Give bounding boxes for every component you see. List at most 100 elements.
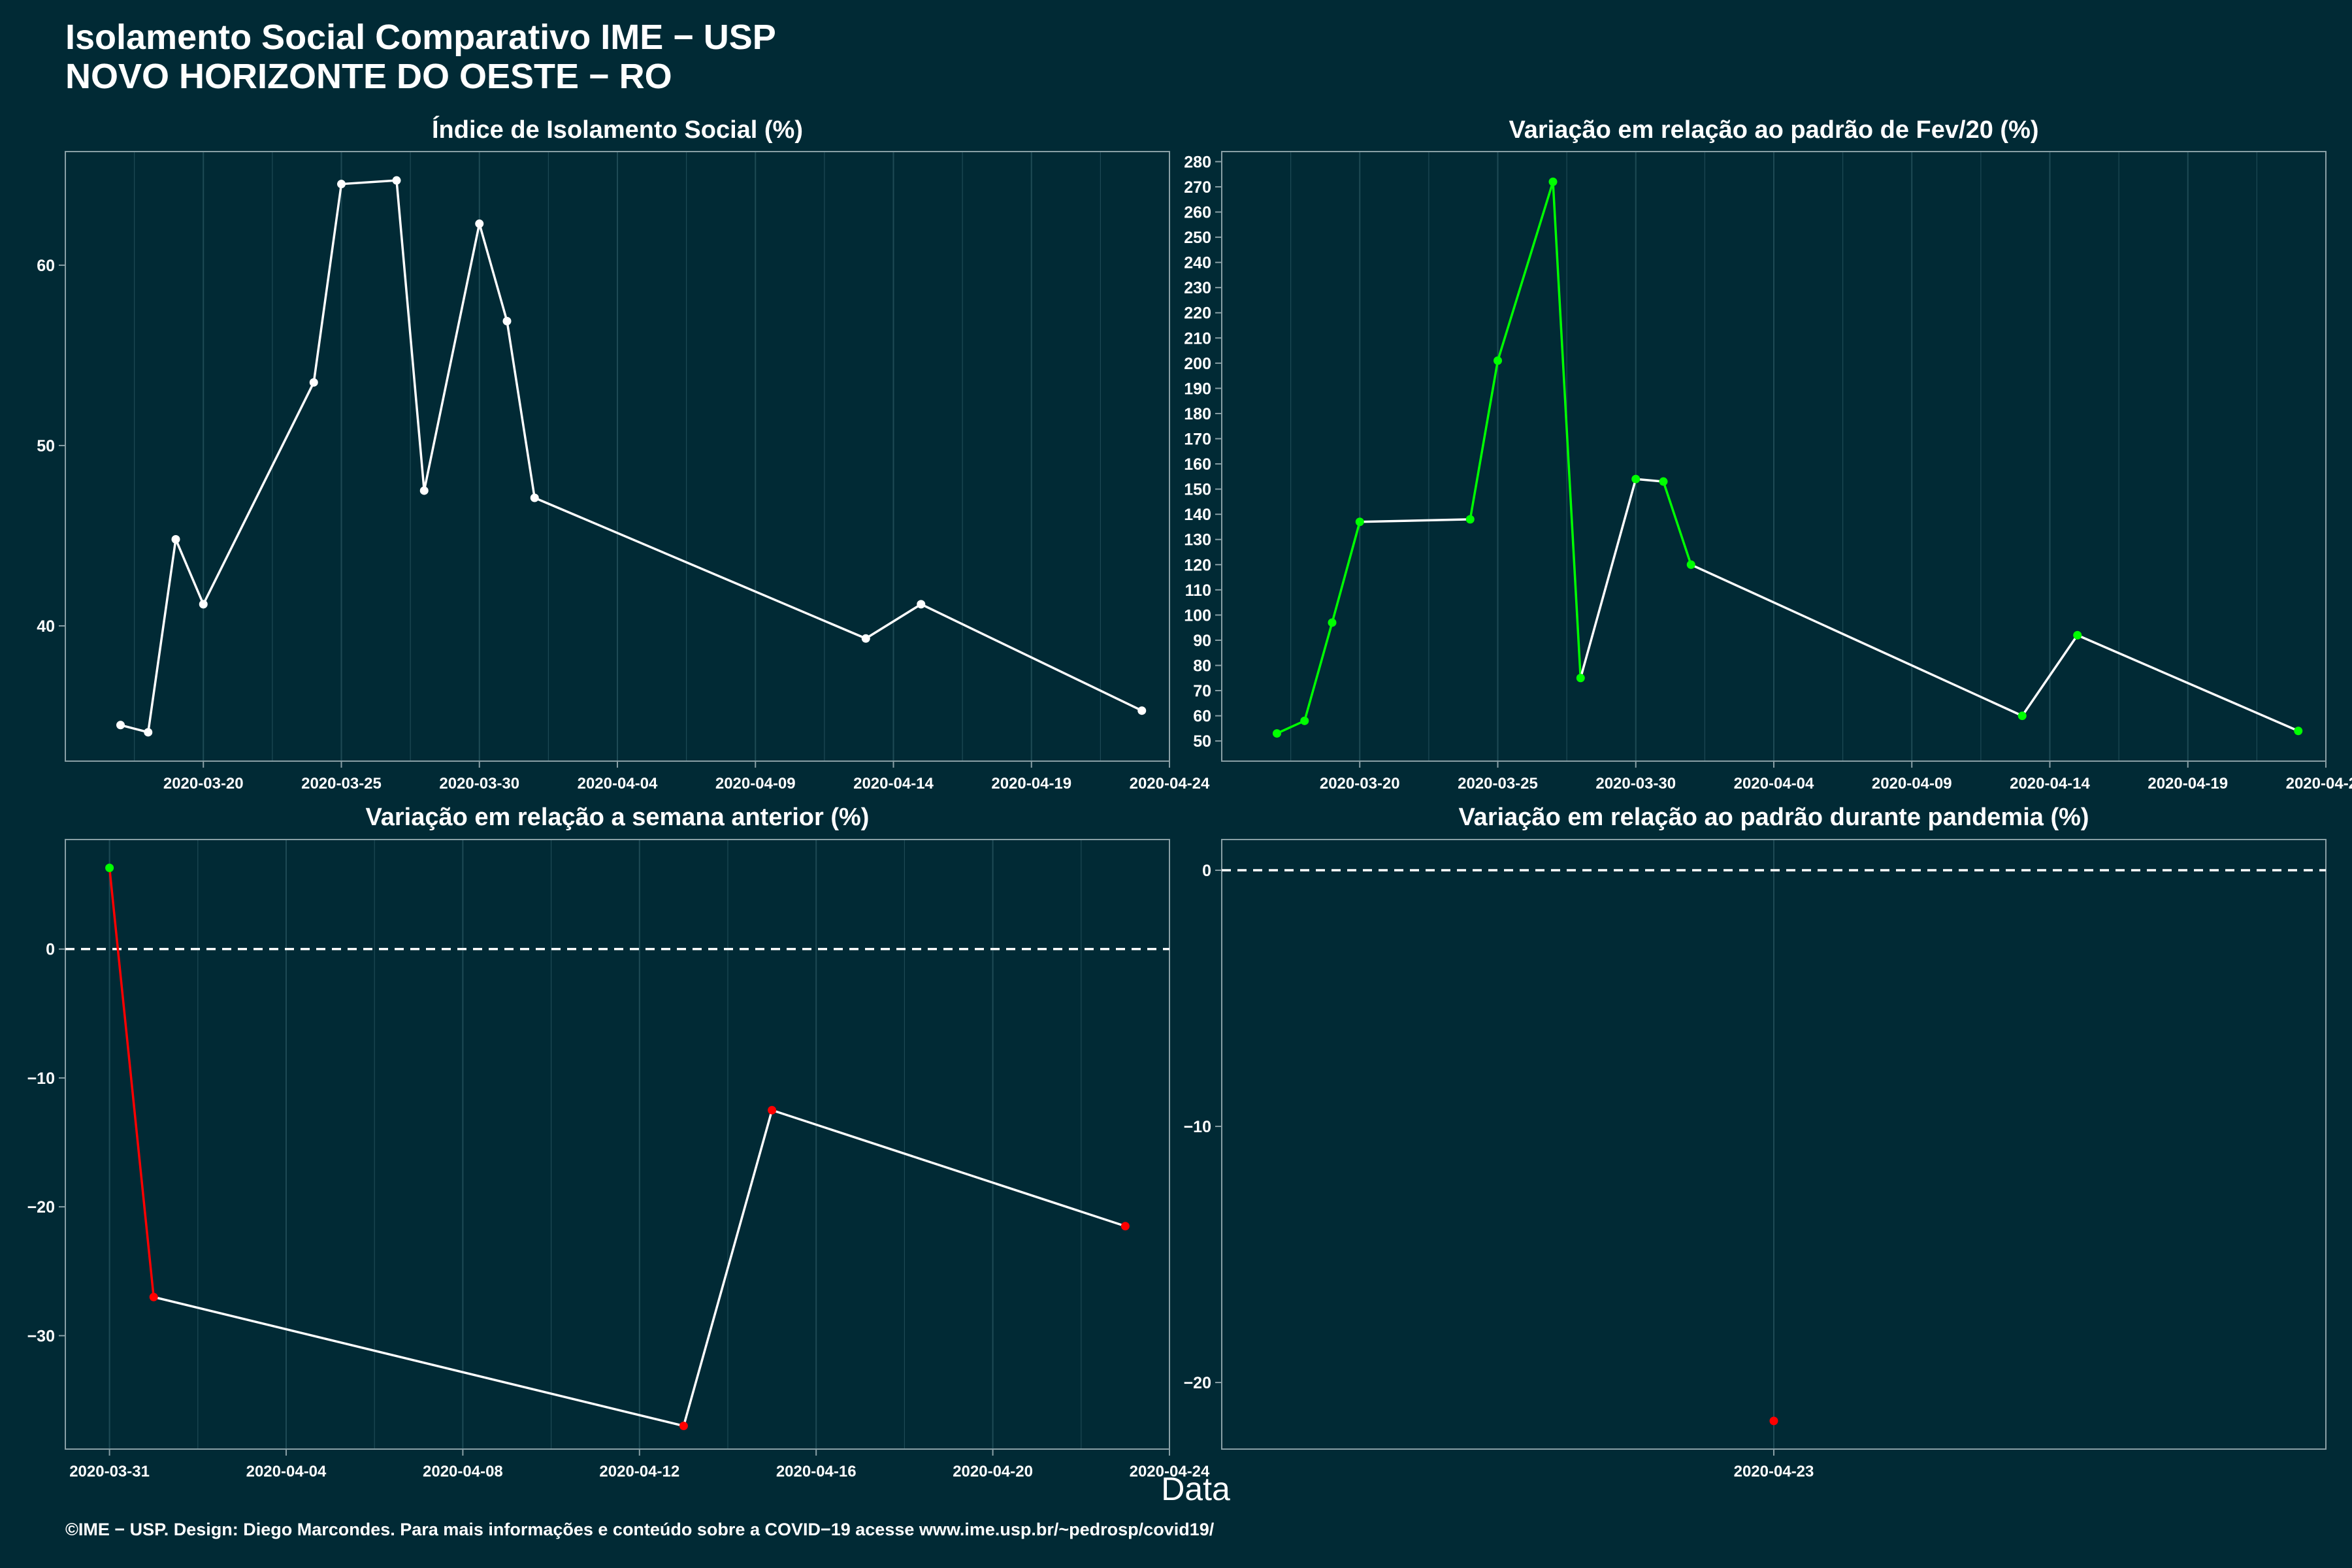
y-tick-label: 270 xyxy=(1184,178,1211,197)
panel-title-pandemia: Variação em relação ao padrão durante pa… xyxy=(1458,804,2089,831)
data-point xyxy=(171,534,180,544)
data-point xyxy=(768,1105,777,1115)
series-segment xyxy=(533,497,867,640)
series-segment xyxy=(1496,180,1554,362)
y-tick-label: 170 xyxy=(1184,431,1211,449)
x-tick-label: 2020-04-04 xyxy=(578,775,658,792)
data-point xyxy=(1328,618,1337,627)
series-segment xyxy=(147,538,177,734)
y-tick-label: 0 xyxy=(1202,862,1211,880)
data-point xyxy=(679,1421,688,1430)
data-point xyxy=(2017,711,2027,721)
x-tick-label: 2020-04-23 xyxy=(1734,1463,1814,1480)
panel-title-fev20: Variação em relação ao padrão de Fev/20 … xyxy=(1509,116,2039,144)
series-segment xyxy=(1275,719,1306,735)
series-segment xyxy=(119,724,150,734)
y-tick-label: 250 xyxy=(1184,229,1211,247)
series-segment xyxy=(1469,359,1499,521)
x-tick-label: 2020-04-08 xyxy=(423,1463,503,1480)
x-tick-label: 2020-04-14 xyxy=(2010,775,2090,792)
y-tick-label: −30 xyxy=(27,1327,55,1345)
data-point xyxy=(1686,560,1695,569)
y-tick-label: 240 xyxy=(1184,254,1211,272)
x-tick-label: 2020-04-09 xyxy=(1872,775,1952,792)
series-segment xyxy=(423,222,481,492)
data-point xyxy=(116,721,125,730)
series-segment xyxy=(2076,634,2300,732)
series-segment xyxy=(1690,563,2023,717)
data-point xyxy=(917,600,926,609)
x-tick-label: 2020-04-19 xyxy=(2148,775,2228,792)
series-segment xyxy=(395,179,425,492)
x-tick-label: 2020-03-31 xyxy=(69,1463,150,1480)
y-tick-label: −10 xyxy=(27,1070,55,1088)
data-point xyxy=(2073,630,2082,640)
y-tick-label: 210 xyxy=(1184,329,1211,348)
series-segment xyxy=(1303,621,1333,723)
y-tick-label: −20 xyxy=(27,1198,55,1217)
x-tick-label: 2020-03-20 xyxy=(1320,775,1400,792)
series-segment xyxy=(174,538,204,606)
y-tick-label: 90 xyxy=(1193,632,1211,650)
y-tick-label: −10 xyxy=(1184,1118,1211,1136)
y-tick-label: 220 xyxy=(1184,304,1211,323)
main-title-line1: Isolamento Social Comparativo IME − USP xyxy=(65,18,776,57)
data-point xyxy=(1494,356,1502,365)
x-tick-label: 2020-04-12 xyxy=(599,1463,679,1480)
x-tick-label: 2020-04-20 xyxy=(953,1463,1033,1480)
x-axis-label: Data xyxy=(1161,1471,1230,1507)
chart-semana: 2020-03-31 2020-04-04 2020-04-08 2020-04-12… xyxy=(27,839,1210,1480)
series-segment xyxy=(1331,520,1361,624)
data-point xyxy=(1465,515,1475,524)
series-segment xyxy=(340,179,398,186)
y-tick-label: 80 xyxy=(1193,657,1211,675)
data-point xyxy=(149,1292,158,1301)
y-tick-label: 160 xyxy=(1184,455,1211,474)
series-segment xyxy=(478,222,508,323)
x-tick-label: 2020-03-30 xyxy=(439,775,519,792)
x-tick-label: 2020-04-04 xyxy=(246,1463,327,1480)
panel-title-isolamento: Índice de Isolamento Social (%) xyxy=(431,116,803,144)
x-tick-label: 2020-04-19 xyxy=(991,775,1071,792)
data-point xyxy=(861,634,870,643)
chart-isolamento: 2020-03-20 2020-03-25 2020-03-30 2020-04-04… xyxy=(37,151,1210,792)
y-tick-label: 0 xyxy=(46,941,55,959)
y-tick-label: 100 xyxy=(1184,606,1211,625)
x-tick-label: 2020-03-20 xyxy=(163,775,244,792)
y-tick-label: 120 xyxy=(1184,556,1211,574)
chart-pandemia: 2020-04-23 −20 −10 0 xyxy=(1184,839,2327,1480)
y-tick-label: 40 xyxy=(37,617,55,636)
data-point xyxy=(392,176,401,185)
series-segment xyxy=(506,319,536,499)
x-tick-label: 2020-04-14 xyxy=(853,775,934,792)
data-point xyxy=(199,600,208,609)
data-point xyxy=(144,728,153,737)
data-point xyxy=(1273,729,1281,738)
chart-fev20: 2020-03-20 2020-03-25 2020-03-30 2020-04-04… xyxy=(1184,151,2352,792)
series-segment xyxy=(152,1296,685,1428)
x-tick-label: 2020-04-04 xyxy=(1734,775,1814,792)
data-point xyxy=(502,316,512,325)
y-tick-label: 60 xyxy=(37,257,55,275)
series-segment xyxy=(108,866,155,1298)
data-point xyxy=(1137,706,1147,715)
data-point xyxy=(419,486,429,495)
data-point xyxy=(1548,177,1558,186)
series-segment xyxy=(682,1109,774,1428)
y-tick-label: 190 xyxy=(1184,380,1211,398)
x-tick-label: 2020-03-25 xyxy=(301,775,382,792)
y-tick-label: 70 xyxy=(1193,682,1211,700)
y-tick-label: 280 xyxy=(1184,153,1211,171)
data-point xyxy=(2294,727,2303,736)
x-tick-label: 2020-04-09 xyxy=(715,775,796,792)
series-segment xyxy=(1662,480,1692,566)
x-tick-label: 2020-04-24 xyxy=(2286,775,2352,792)
data-point xyxy=(475,219,484,228)
series-segment xyxy=(202,381,315,606)
data-point xyxy=(105,863,114,872)
y-tick-label: 230 xyxy=(1184,279,1211,297)
series-segment xyxy=(864,603,923,640)
y-tick-label: 110 xyxy=(1185,581,1211,600)
y-tick-label: 50 xyxy=(1193,732,1211,751)
